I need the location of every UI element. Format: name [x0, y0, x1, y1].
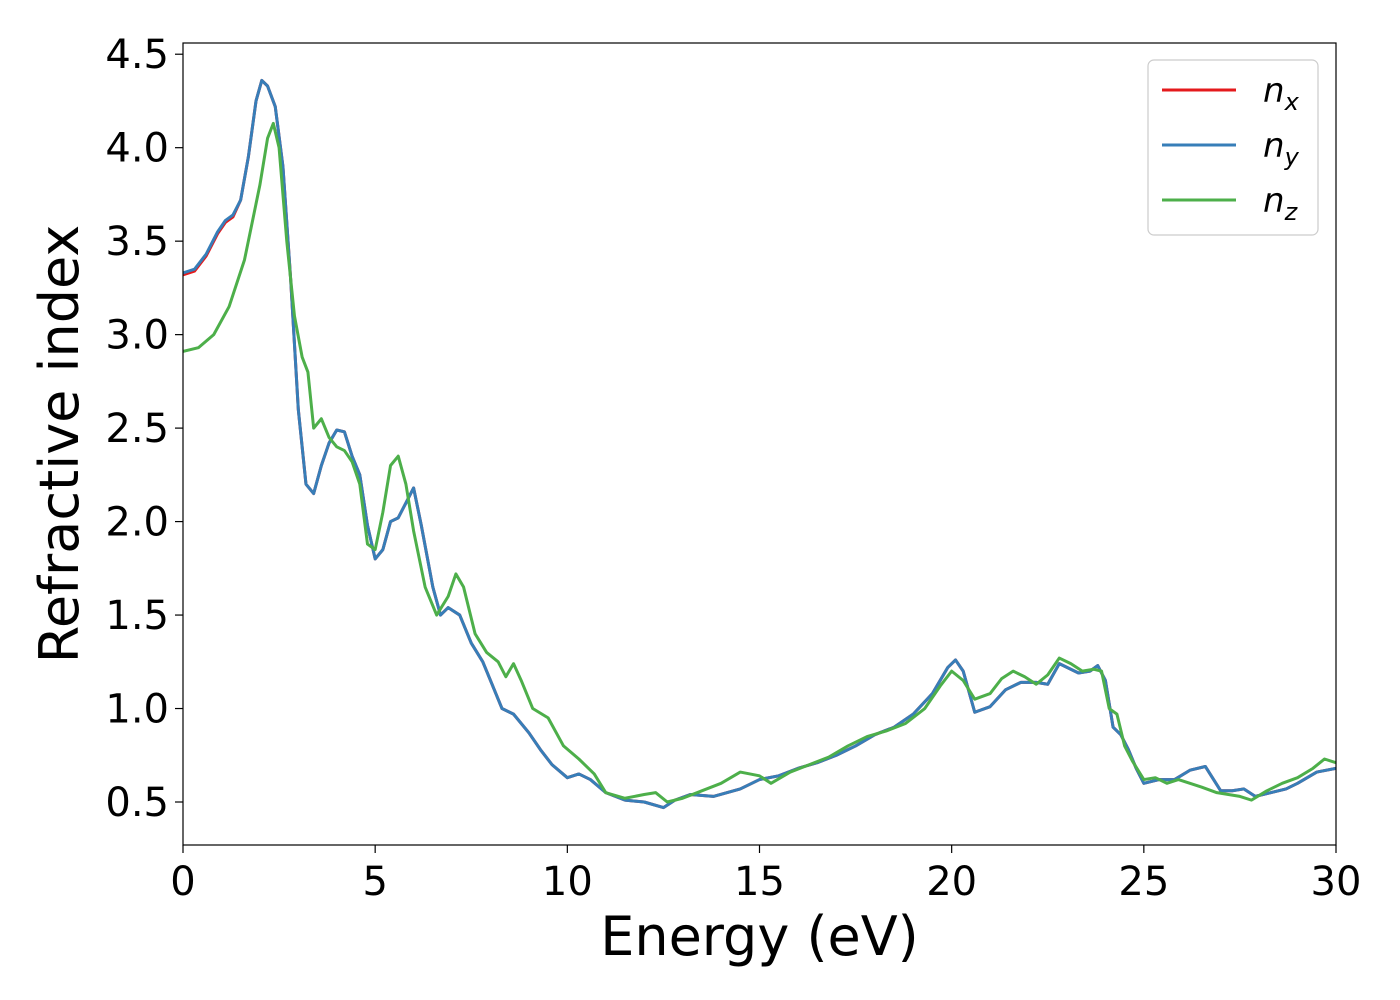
x-tick-label: 5: [362, 859, 387, 905]
x-tick-label: 10: [542, 859, 593, 905]
y-tick-label: 4.0: [105, 126, 169, 172]
x-axis-ticks: 0 5 10 15 20 25 30: [170, 845, 1361, 905]
y-tick-label: 2.0: [105, 500, 169, 546]
y-tick-label: 1.5: [105, 593, 169, 639]
y-tick-label: 3.0: [105, 313, 169, 359]
y-axis-ticks: 0.5 1.0 1.5 2.0 2.5 3.0 3.5 4.0 4.5: [105, 32, 183, 826]
legend-box: [1147, 59, 1319, 236]
y-tick-label: 1.0: [105, 687, 169, 733]
y-tick-label: 2.5: [105, 406, 169, 452]
y-tick-label: 4.5: [105, 32, 169, 78]
x-tick-label: 15: [734, 859, 785, 905]
y-tick-label: 3.5: [105, 219, 169, 265]
series-line-nz: [183, 121, 1336, 804]
x-axis-label: Energy (eV): [600, 905, 919, 968]
x-tick-label: 20: [926, 859, 977, 905]
y-axis-label: Refractive index: [28, 225, 91, 664]
x-tick-label: 25: [1118, 859, 1169, 905]
series-layer: [183, 78, 1336, 810]
y-tick-label: 0.5: [105, 780, 169, 826]
x-tick-label: 0: [170, 859, 195, 905]
x-tick-label: 30: [1311, 859, 1362, 905]
